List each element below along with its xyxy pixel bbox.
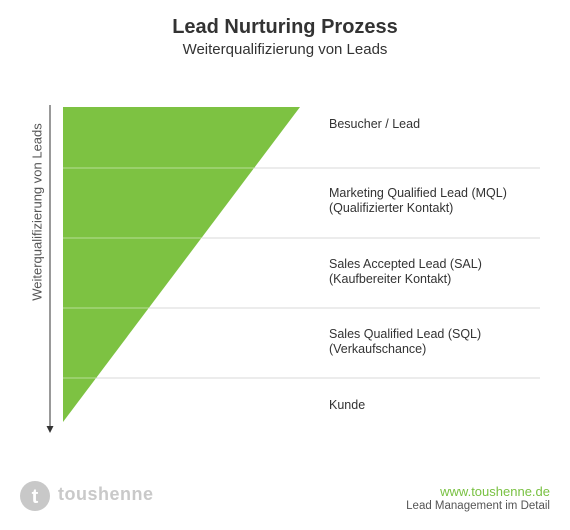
stage-title: Besucher / Lead: [329, 117, 421, 131]
stage-title: Sales Qualified Lead (SQL): [329, 327, 482, 341]
page-subtitle: Weiterqualifizierung von Leads: [182, 41, 388, 58]
stage-title: Sales Accepted Lead (SAL): [329, 257, 482, 271]
stage-title: Marketing Qualified Lead (MQL): [329, 186, 507, 200]
stage-label-mql: Marketing Qualified Lead (MQL) (Qualifiz…: [329, 186, 507, 216]
funnel-triangle: [63, 107, 300, 422]
footer-tagline: Lead Management im Detail: [406, 500, 550, 512]
brand-logo-icon: t: [20, 481, 50, 511]
stage-label-customer: Kunde: [329, 398, 365, 413]
axis-arrow-head: [46, 426, 54, 433]
stage-label-sql: Sales Qualified Lead (SQL) (Verkaufschan…: [329, 327, 481, 357]
stage-label-sal: Sales Accepted Lead (SAL) (Kaufbereiter …: [329, 257, 482, 287]
stage-subtitle: (Qualifizierter Kontakt): [329, 201, 454, 215]
axis-label: Weiterqualifizierung von Leads: [29, 123, 45, 301]
brand-name: toushenne: [58, 484, 154, 504]
page-title: Lead Nurturing Prozess: [172, 16, 398, 38]
footer-url-link[interactable]: www.toushenne.de: [440, 484, 550, 499]
stage-title: Kunde: [329, 398, 366, 412]
svg-text:t: t: [32, 486, 39, 508]
stage-subtitle: (Kaufbereiter Kontakt): [329, 272, 452, 286]
stage-subtitle: (Verkaufschance): [329, 342, 427, 356]
stage-label-visitor: Besucher / Lead: [329, 117, 420, 132]
